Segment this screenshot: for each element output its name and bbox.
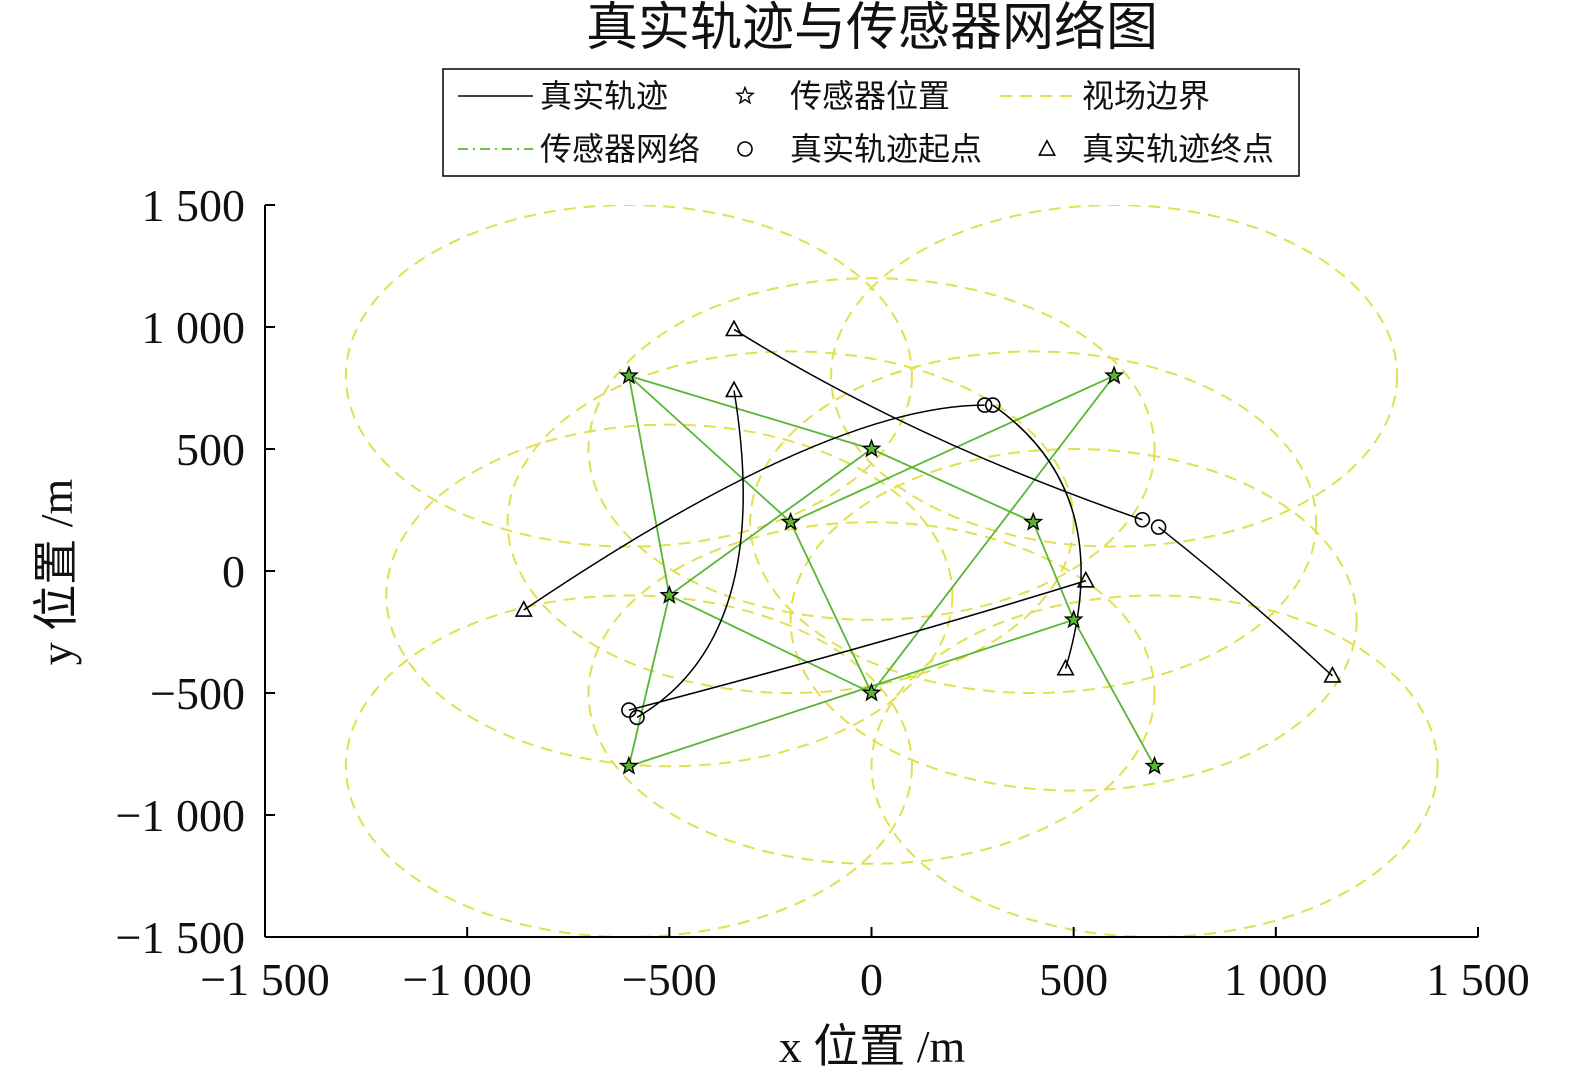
network-link-3 <box>790 374 1115 524</box>
legend-item-5: 真实轨迹终点 <box>1037 130 1274 168</box>
trajectory-start-marker-3 <box>1150 519 1167 535</box>
trajectory-start-marker-0 <box>976 397 993 413</box>
network-link-7 <box>789 521 873 694</box>
x-tick-label-6: 1 500 <box>1426 954 1530 1005</box>
network-link-11 <box>628 618 1074 768</box>
legend-item-2: 视场边界 <box>1000 77 1210 115</box>
trajectory-end-marker-0 <box>514 600 533 617</box>
legend-label-5: 真实轨迹终点 <box>1082 130 1274 168</box>
axes: −1 500 −1 000 −500 0 500 1 000 1 500 −1 500 −1 0… <box>116 180 1530 1005</box>
legend-label-0: 真实轨迹 <box>540 77 668 115</box>
y-tick-label-6: 1 500 <box>142 180 246 231</box>
trajectory-line-3 <box>1158 526 1333 677</box>
legend-item-1: 传感器位置 <box>735 77 950 115</box>
network-link-2 <box>628 375 671 596</box>
fov-circle-9 <box>870 594 1439 937</box>
sensor-group <box>618 365 1165 775</box>
sensor-marker-4 <box>1023 511 1044 531</box>
trajectory-group <box>514 319 1342 726</box>
legend-item-4: 真实轨迹起点 <box>737 130 982 168</box>
network-link-0 <box>628 374 872 450</box>
sensor-marker-7 <box>861 682 882 702</box>
network-link-4 <box>870 375 1115 694</box>
trajectory-end-marker-2 <box>724 319 744 337</box>
trajectory-line-2 <box>733 328 1143 521</box>
trajectory-line-4 <box>628 580 1087 711</box>
trajectory-line-1 <box>992 404 1082 669</box>
y-axis-label: y 位置 /m <box>31 479 82 666</box>
sensor-marker-2 <box>861 438 882 458</box>
legend-label-3: 传感器网络 <box>540 130 700 168</box>
legend-box <box>442 68 1300 177</box>
fov-circle-0 <box>344 205 913 548</box>
x-tick-label-2: −500 <box>622 954 717 1005</box>
network-link-6 <box>668 448 873 597</box>
chart-title: 真实轨迹与传感器网络图 <box>586 0 1158 58</box>
trajectory-line-5 <box>636 390 744 719</box>
y-tick-label-1: −1 000 <box>116 790 245 841</box>
sensor-marker-9 <box>1144 755 1165 775</box>
x-axis-label: x 位置 /m <box>779 1021 966 1072</box>
trajectory-end-marker-5 <box>724 380 744 398</box>
fov-circle-7 <box>587 521 1156 865</box>
fov-circle-5 <box>385 423 954 768</box>
fov-circle-4 <box>749 350 1318 695</box>
y-tick-label-2: −500 <box>150 668 245 719</box>
plot-area <box>344 205 1439 937</box>
network-link-8 <box>1032 521 1075 621</box>
network-link-5 <box>871 448 1034 524</box>
trajectory-start-marker-1 <box>984 397 1001 413</box>
sensor-marker-6 <box>1063 609 1084 629</box>
trajectory-line-0 <box>523 404 985 611</box>
trajectory-end-marker-1 <box>1056 658 1075 676</box>
legend-label-4: 真实轨迹起点 <box>790 130 982 168</box>
sensor-marker-1 <box>1104 365 1125 385</box>
x-tick-label-3: 0 <box>860 954 883 1005</box>
legend-item-0: 真实轨迹 <box>458 77 668 115</box>
trajectory-end-marker-3 <box>1323 665 1342 683</box>
trajectory-start-marker-2 <box>1134 511 1151 528</box>
fov-circle-8 <box>344 594 913 937</box>
network-link-10 <box>628 595 671 767</box>
fov-circle-3 <box>506 350 1075 695</box>
y-tick-label-0: −1 500 <box>116 912 245 963</box>
legend-swatch-4 <box>737 141 753 157</box>
trajectory-start-marker-5 <box>629 709 645 726</box>
network-link-9 <box>668 594 872 694</box>
fov-circle-1 <box>830 205 1399 548</box>
sensor-marker-5 <box>659 584 680 604</box>
sensor-marker-8 <box>618 755 639 775</box>
y-tick-label-4: 500 <box>176 424 245 475</box>
fov-group <box>344 205 1439 937</box>
x-tick-label-1: −1 000 <box>402 954 531 1005</box>
legend-item-3: 传感器网络 <box>458 130 700 168</box>
legend-label-1: 传感器位置 <box>790 77 950 115</box>
network-group <box>628 374 1156 768</box>
sensor-marker-3 <box>780 511 801 531</box>
x-tick-label-0: −1 500 <box>200 954 329 1005</box>
x-tick-label-5: 1 000 <box>1224 954 1328 1005</box>
network-link-12 <box>1072 619 1156 767</box>
y-tick-label-5: 1 000 <box>142 302 246 353</box>
trajectory-end-marker-4 <box>1076 570 1095 588</box>
network-link-1 <box>628 375 792 523</box>
y-tick-label-3: 0 <box>222 546 245 597</box>
legend-label-2: 视场边界 <box>1082 77 1210 115</box>
fov-circle-6 <box>789 448 1358 792</box>
x-tick-label-4: 500 <box>1039 954 1108 1005</box>
legend-swatch-5 <box>1037 139 1057 156</box>
fov-circle-2 <box>587 277 1156 621</box>
legend-swatch-1 <box>735 85 755 105</box>
sensor-marker-0 <box>618 365 639 385</box>
